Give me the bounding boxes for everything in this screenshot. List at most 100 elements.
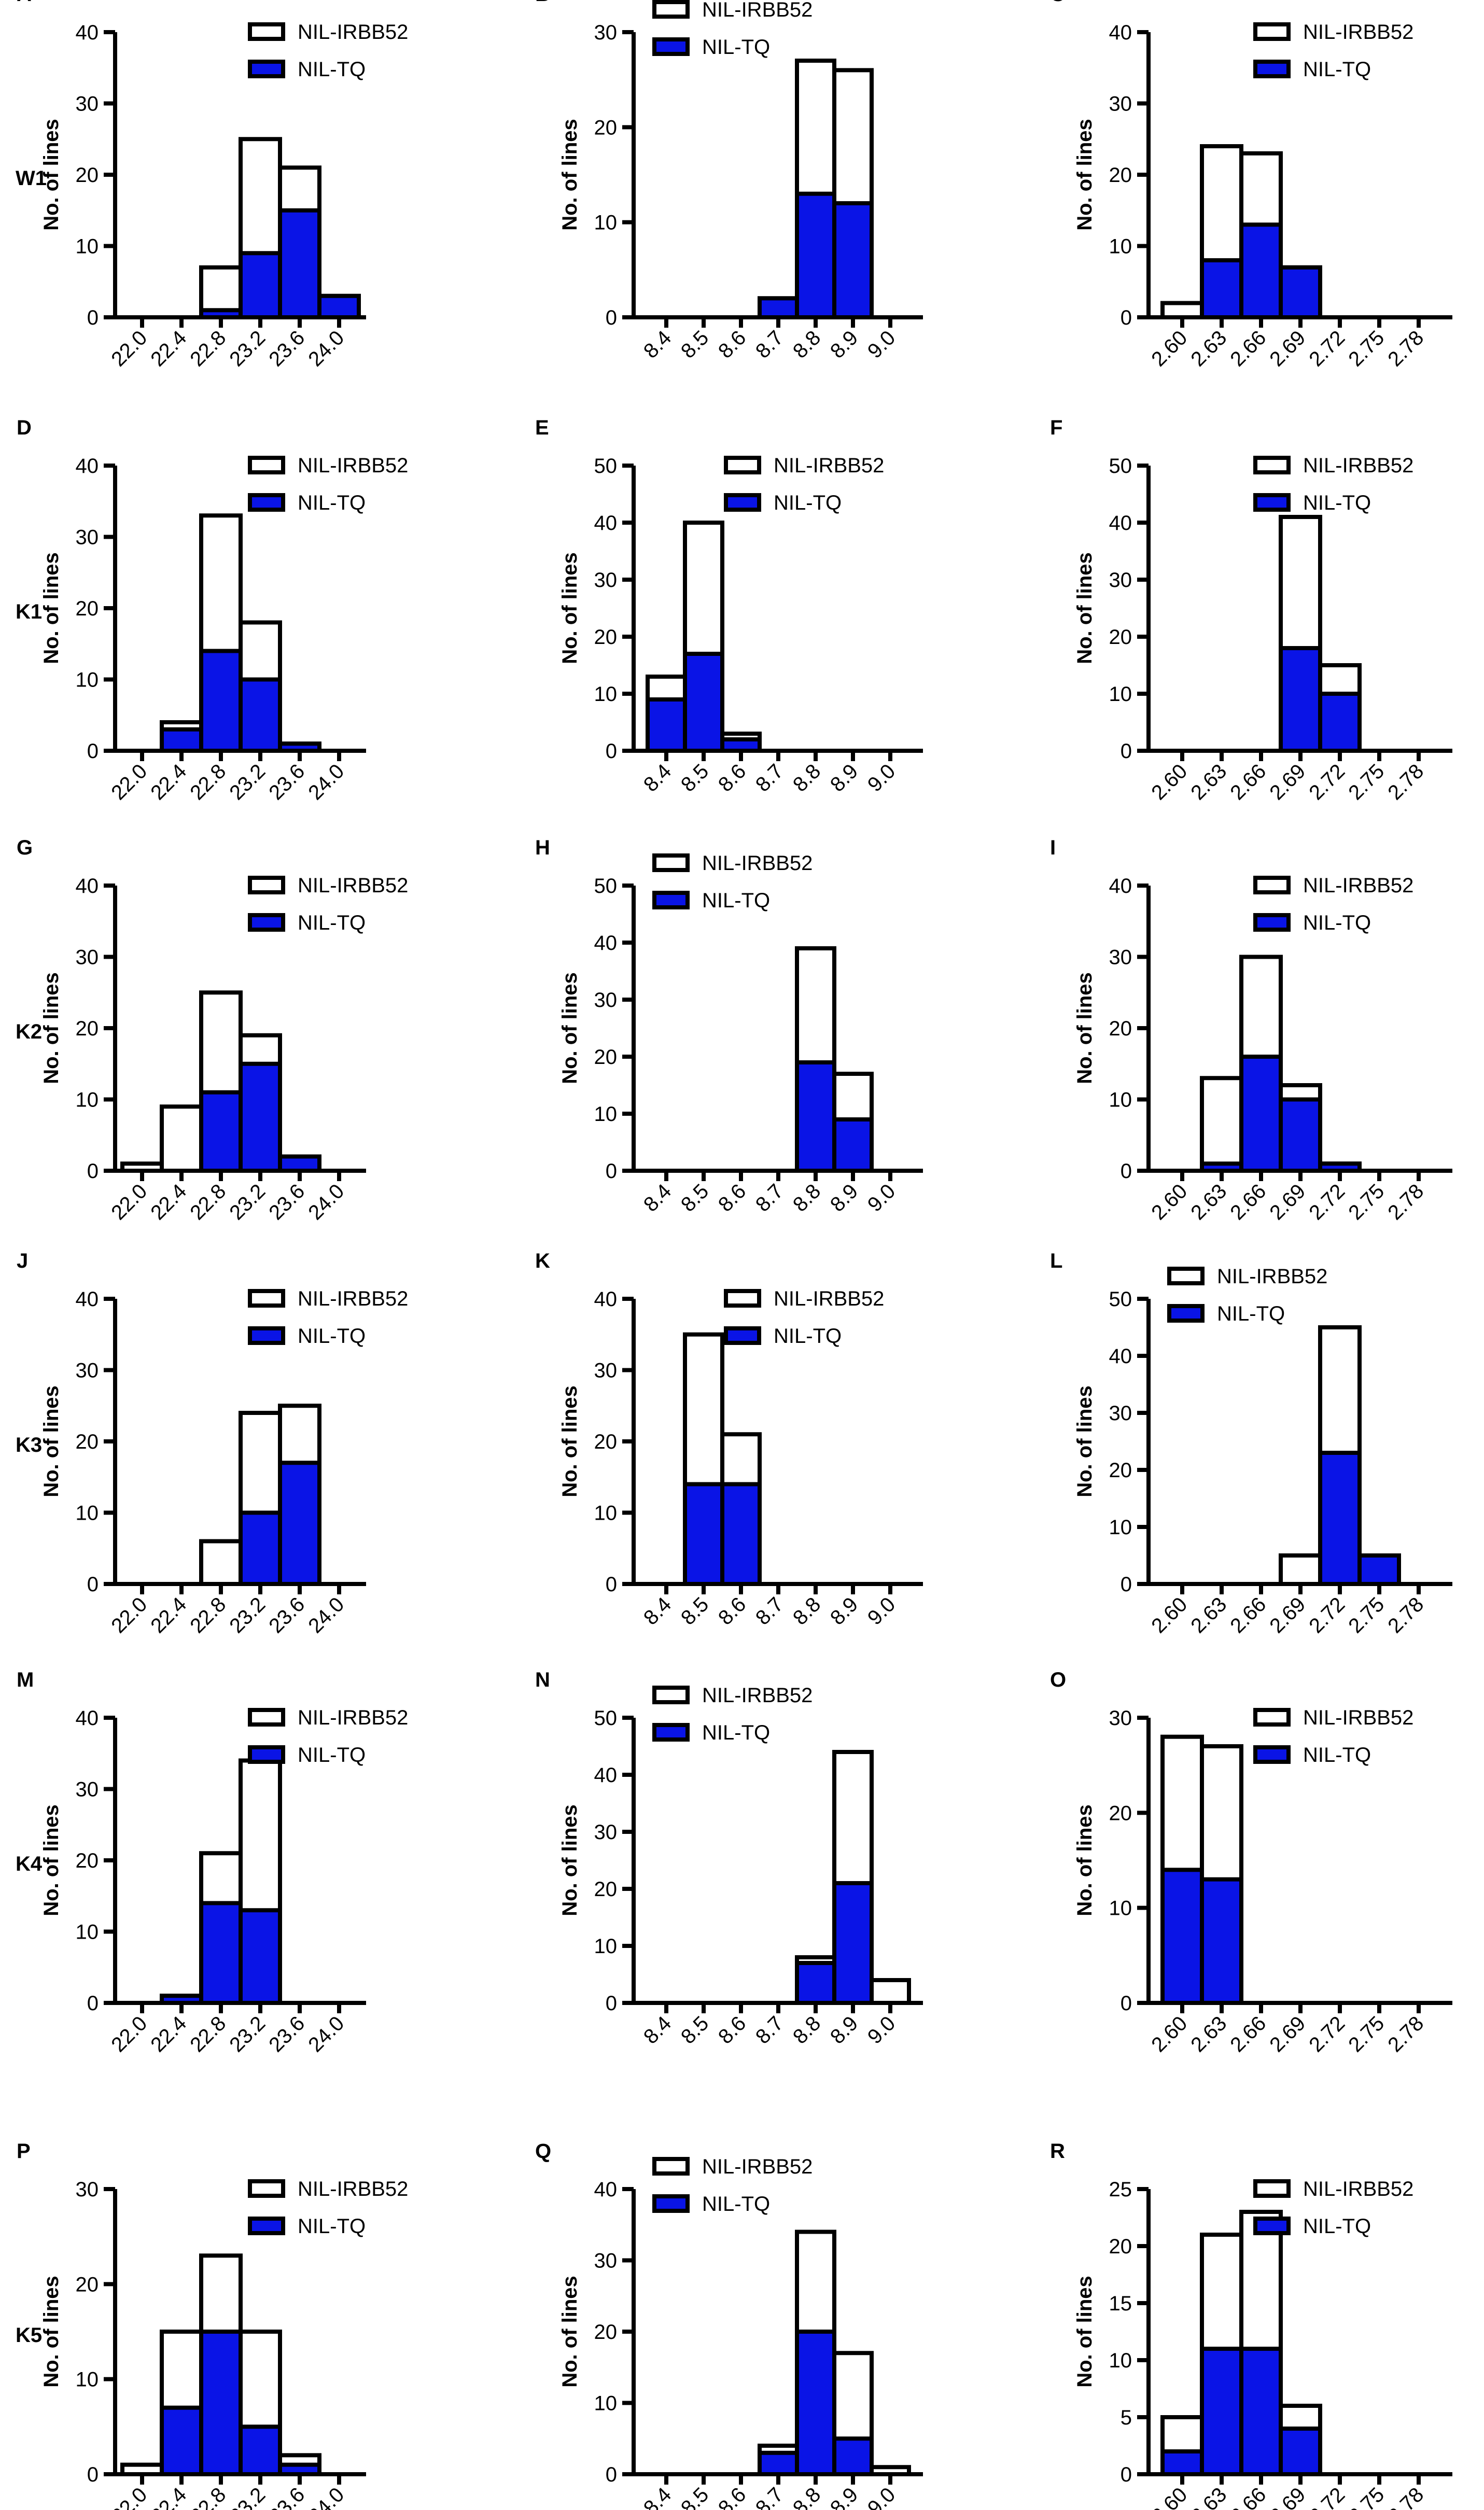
legend-swatch-nil-tq-l [1167,1304,1205,1323]
y-tick-label-b-2: 20 [594,116,618,139]
legend-k: NIL-IRBB52 NIL-TQ [724,1287,884,1348]
legend-swatch-nil-irbb52-l [1167,1267,1205,1285]
legend-swatch-nil-irbb52-q [652,2157,690,2176]
y-tick-label-c-3: 30 [1109,93,1132,116]
x-tick-label-h-3: 8.7 [751,1180,788,1216]
legend-label-nil-tq-d: NIL-TQ [298,492,366,514]
y-axis-title-n: No. of lines [558,1804,581,1916]
y-tick-label-j-4: 40 [76,1288,99,1311]
x-tick-label-n-0: 8.4 [639,2012,676,2048]
x-tick-label-p-0: 22.0 [107,2483,151,2510]
x-tick-label-e-1: 8.5 [677,760,713,796]
x-tick-label-p-4: 23.6 [264,2483,309,2510]
panel-h: H No. of lines 0 10 20 30 40 50 8.4 8.5 8.6 8.7 8.8 8… [535,836,923,1216]
legend-swatch-nil-tq-a [248,60,285,78]
x-tick-label-f-4: 2.72 [1305,760,1349,804]
x-tick-label-l-1: 2.63 [1186,1593,1231,1637]
y-tick-label-r-4: 20 [1109,2235,1132,2258]
x-tick-label-r-4: 2.72 [1305,2483,1349,2510]
bar-nil-tq-r-3 [1279,2427,1322,2476]
legend-swatch-nil-tq-f [1253,493,1291,512]
x-tick-label-o-1: 2.63 [1186,2012,1231,2056]
x-tick-label-l-3: 2.69 [1265,1593,1310,1637]
bar-nil-tq-q-3 [758,2450,799,2476]
y-axis-title-i: No. of lines [1073,972,1096,1084]
y-axis-title-m: No. of lines [40,1804,63,1916]
legend-c: NIL-IRBB52 NIL-TQ [1253,21,1413,81]
x-tick-label-j-5: 24.0 [304,1593,348,1637]
y-axis-title-j: No. of lines [40,1385,63,1497]
x-tick-label-n-3: 8.7 [751,2012,788,2048]
x-tick-label-p-3: 23.2 [225,2483,270,2510]
x-tick-label-q-3: 8.7 [751,2483,788,2510]
x-tick-label-f-3: 2.69 [1265,760,1310,804]
legend-label-nil-tq-p: NIL-TQ [298,2215,366,2238]
x-tick-label-g-2: 22.8 [186,1180,230,1224]
bar-nil-tq-c-1 [1200,258,1243,319]
legend-swatch-nil-tq-c [1253,60,1291,78]
bar-nil-tq-g-3 [239,1061,282,1173]
legend-label-nil-irbb52-e: NIL-IRBB52 [774,454,884,477]
y-tick-label-a-3: 30 [76,93,99,116]
panel-i: INo. of lines0102030402.602.632.662.692.… [1050,836,1452,1224]
bar-nil-tq-a-5 [317,293,361,319]
row-label-k3: K3 [16,1434,42,1456]
legend-label-nil-irbb52-o: NIL-IRBB52 [1303,1706,1413,1729]
x-tick-label-j-3: 23.2 [225,1593,270,1637]
y-axis-title-d: No. of lines [40,552,63,664]
bar-nil-tq-p-2 [199,2330,243,2476]
y-tick-label-p-2: 20 [76,2273,99,2296]
x-tick-label-n-4: 8.8 [789,2012,825,2048]
y-tick-label-j-3: 30 [76,1359,99,1382]
legend-swatch-nil-irbb52-i [1253,876,1291,894]
y-tick-label-f-4: 40 [1109,512,1132,535]
y-tick-label-b-3: 30 [594,21,618,44]
y-tick-label-b-1: 10 [594,212,618,234]
y-axis-title-l: No. of lines [1073,1385,1096,1497]
x-tick-label-f-0: 2.60 [1147,760,1192,804]
legend-label-nil-irbb52-l: NIL-IRBB52 [1217,1265,1327,1288]
x-tick-label-m-2: 22.8 [186,2012,230,2056]
y-tick-label-g-4: 40 [76,875,99,898]
panel-p: P No. of lines 0 10 20 30 22.022.422.823.223.6… [17,2140,408,2510]
legend-e: NIL-IRBB52 NIL-TQ [724,454,884,514]
y-tick-label-i-0: 0 [1121,1160,1132,1183]
panel-label-l: L [1050,1250,1062,1272]
legend-g: NIL-IRBB52 NIL-TQ [248,874,408,934]
y-axis-title-o: No. of lines [1073,1804,1096,1916]
legend-swatch-nil-tq-p [248,2217,285,2235]
x-tick-label-r-2: 2.66 [1226,2483,1270,2510]
legend-label-nil-tq-b: NIL-TQ [702,36,770,59]
legend-label-nil-tq-c: NIL-TQ [1303,58,1371,81]
x-tick-label-j-2: 22.8 [186,1593,230,1637]
legend-b: NIL-IRBB52 NIL-TQ [652,0,813,59]
legend-h: NIL-IRBB52 NIL-TQ [652,852,813,912]
x-tick-label-p-5: 24.0 [304,2483,348,2510]
x-tick-label-b-4: 8.8 [789,326,825,362]
y-axis-title-c: No. of lines [1073,119,1096,231]
legend-swatch-nil-irbb52-b [652,0,690,19]
panel-n: N No. of lines 0 10 20 30 40 50 8.4 8.5 8.6 8.7 8.8 8… [535,1668,923,2049]
y-tick-label-a-2: 20 [76,164,99,187]
x-tick-label-d-5: 24.0 [304,760,348,804]
legend-swatch-nil-tq-d [248,493,285,512]
bar-nil-tq-f-4 [1318,692,1362,753]
x-tick-label-q-5: 8.9 [826,2483,862,2510]
x-tick-label-r-6: 2.78 [1383,2483,1428,2510]
bar-nil-tq-j-3 [239,1510,282,1586]
x-tick-label-r-0: 2.60 [1147,2483,1192,2510]
y-tick-label-a-1: 10 [76,235,99,258]
y-tick-label-p-3: 30 [76,2178,99,2201]
y-tick-label-l-0: 0 [1121,1573,1132,1596]
legend-m: NIL-IRBB52 NIL-TQ [248,1706,408,1766]
legend-label-nil-irbb52-j: NIL-IRBB52 [298,1287,408,1310]
row-label-k2: K2 [16,1020,42,1043]
legend-swatch-nil-irbb52-g [248,876,285,894]
legend-swatch-nil-tq-h [652,891,690,909]
x-tick-label-o-4: 2.72 [1305,2012,1349,2056]
y-tick-label-n-0: 0 [606,1992,617,2015]
legend-swatch-nil-tq-e [724,493,761,512]
x-tick-label-i-3: 2.69 [1265,1180,1310,1224]
x-tick-label-m-0: 22.0 [107,2012,151,2056]
panel-q: Q No. of lines 0 10 20 30 40 8.4 8.5 8.6 8.7 8.8 8.9… [535,2140,923,2510]
